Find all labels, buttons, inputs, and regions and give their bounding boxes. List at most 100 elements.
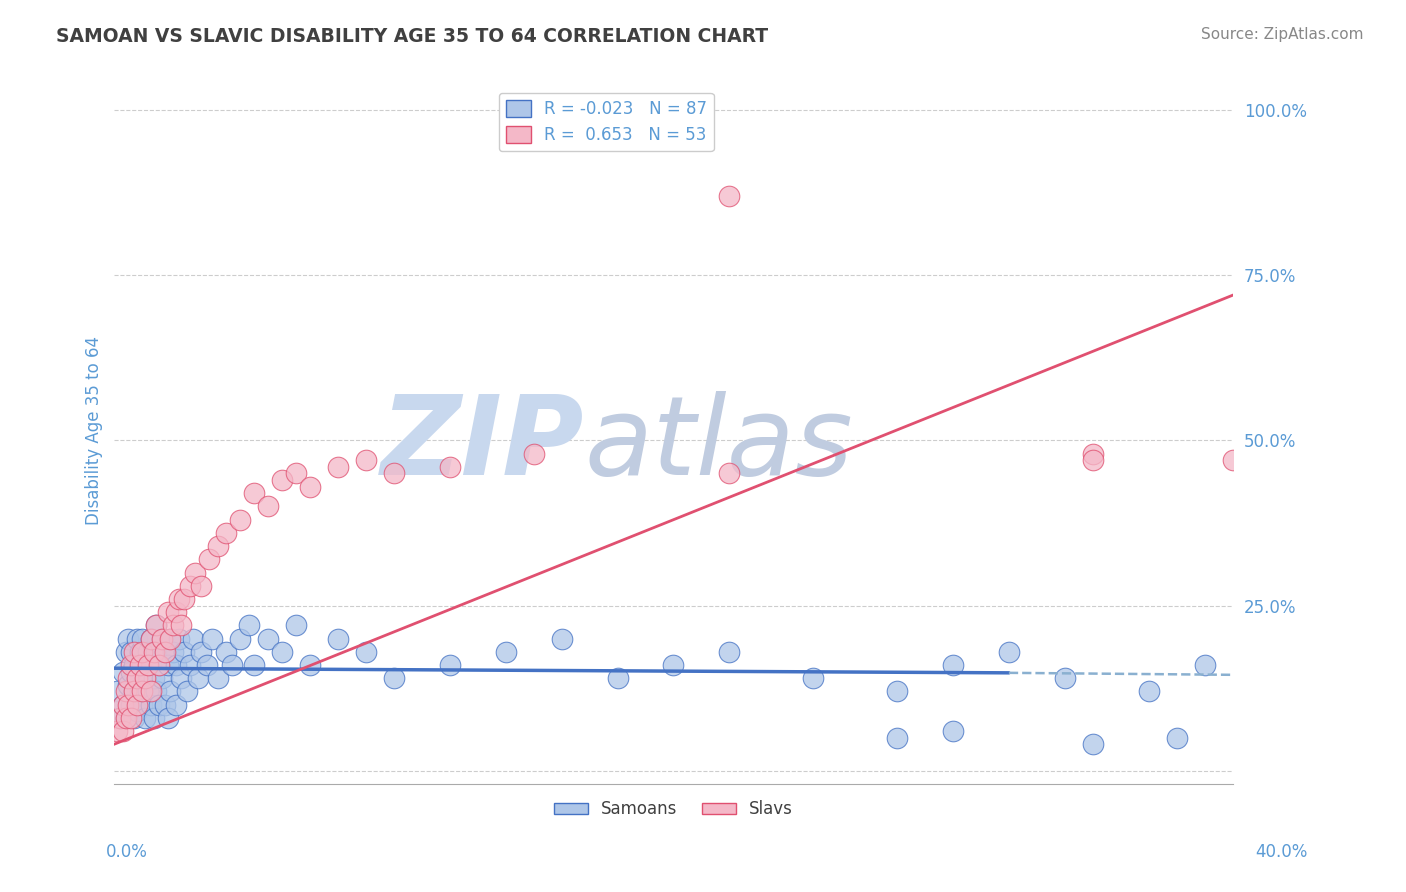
- Point: [139, 632, 162, 646]
- Point: [145, 684, 167, 698]
- Point: [195, 657, 218, 672]
- Point: [125, 698, 148, 712]
- Point: [354, 645, 377, 659]
- Point: [136, 684, 159, 698]
- Point: [1137, 684, 1160, 698]
- Point: [162, 645, 184, 659]
- Point: [299, 657, 322, 672]
- Point: [173, 645, 195, 659]
- Point: [122, 657, 145, 672]
- Point: [181, 632, 204, 646]
- Point: [120, 645, 142, 659]
- Point: [114, 645, 136, 659]
- Point: [111, 698, 134, 712]
- Point: [606, 671, 628, 685]
- Point: [117, 671, 139, 685]
- Point: [125, 704, 148, 718]
- Text: atlas: atlas: [583, 392, 852, 499]
- Point: [1081, 737, 1104, 751]
- Point: [117, 632, 139, 646]
- Point: [198, 552, 221, 566]
- Point: [128, 645, 150, 659]
- Text: ZIP: ZIP: [381, 392, 583, 499]
- Point: [165, 698, 187, 712]
- Point: [131, 657, 153, 672]
- Point: [942, 657, 965, 672]
- Point: [108, 711, 131, 725]
- Point: [117, 698, 139, 712]
- Point: [120, 657, 142, 672]
- Text: 0.0%: 0.0%: [105, 843, 148, 861]
- Point: [145, 618, 167, 632]
- Point: [165, 605, 187, 619]
- Point: [229, 513, 252, 527]
- Point: [111, 723, 134, 738]
- Point: [207, 671, 229, 685]
- Point: [162, 618, 184, 632]
- Point: [179, 657, 201, 672]
- Point: [550, 632, 572, 646]
- Point: [523, 447, 546, 461]
- Point: [131, 645, 153, 659]
- Point: [382, 467, 405, 481]
- Text: 40.0%: 40.0%: [1256, 843, 1308, 861]
- Legend: Samoans, Slavs: Samoans, Slavs: [547, 794, 800, 825]
- Point: [187, 671, 209, 685]
- Point: [439, 459, 461, 474]
- Point: [271, 645, 294, 659]
- Point: [1194, 657, 1216, 672]
- Point: [243, 486, 266, 500]
- Text: Source: ZipAtlas.com: Source: ZipAtlas.com: [1201, 27, 1364, 42]
- Point: [120, 665, 142, 679]
- Point: [145, 618, 167, 632]
- Point: [150, 632, 173, 646]
- Point: [221, 657, 243, 672]
- Point: [128, 657, 150, 672]
- Point: [886, 684, 908, 698]
- Point: [207, 539, 229, 553]
- Point: [156, 657, 179, 672]
- Point: [150, 632, 173, 646]
- Point: [159, 684, 181, 698]
- Point: [170, 618, 193, 632]
- Point: [1166, 731, 1188, 745]
- Point: [105, 684, 128, 698]
- Point: [136, 645, 159, 659]
- Point: [170, 671, 193, 685]
- Point: [150, 671, 173, 685]
- Point: [167, 632, 190, 646]
- Point: [156, 605, 179, 619]
- Point: [142, 711, 165, 725]
- Point: [354, 453, 377, 467]
- Point: [111, 665, 134, 679]
- Point: [718, 189, 741, 203]
- Point: [326, 459, 349, 474]
- Point: [120, 711, 142, 725]
- Point: [1053, 671, 1076, 685]
- Point: [125, 632, 148, 646]
- Point: [201, 632, 224, 646]
- Point: [176, 684, 198, 698]
- Point: [125, 671, 148, 685]
- Text: SAMOAN VS SLAVIC DISABILITY AGE 35 TO 64 CORRELATION CHART: SAMOAN VS SLAVIC DISABILITY AGE 35 TO 64…: [56, 27, 768, 45]
- Y-axis label: Disability Age 35 to 64: Disability Age 35 to 64: [86, 336, 103, 525]
- Point: [131, 698, 153, 712]
- Point: [134, 711, 156, 725]
- Point: [139, 657, 162, 672]
- Point: [229, 632, 252, 646]
- Point: [886, 731, 908, 745]
- Point: [165, 657, 187, 672]
- Point: [271, 473, 294, 487]
- Point: [114, 684, 136, 698]
- Point: [122, 684, 145, 698]
- Point: [285, 618, 308, 632]
- Point: [998, 645, 1021, 659]
- Point: [257, 632, 280, 646]
- Point: [139, 684, 162, 698]
- Point: [159, 632, 181, 646]
- Point: [215, 525, 238, 540]
- Point: [142, 645, 165, 659]
- Point: [238, 618, 260, 632]
- Point: [114, 711, 136, 725]
- Point: [718, 467, 741, 481]
